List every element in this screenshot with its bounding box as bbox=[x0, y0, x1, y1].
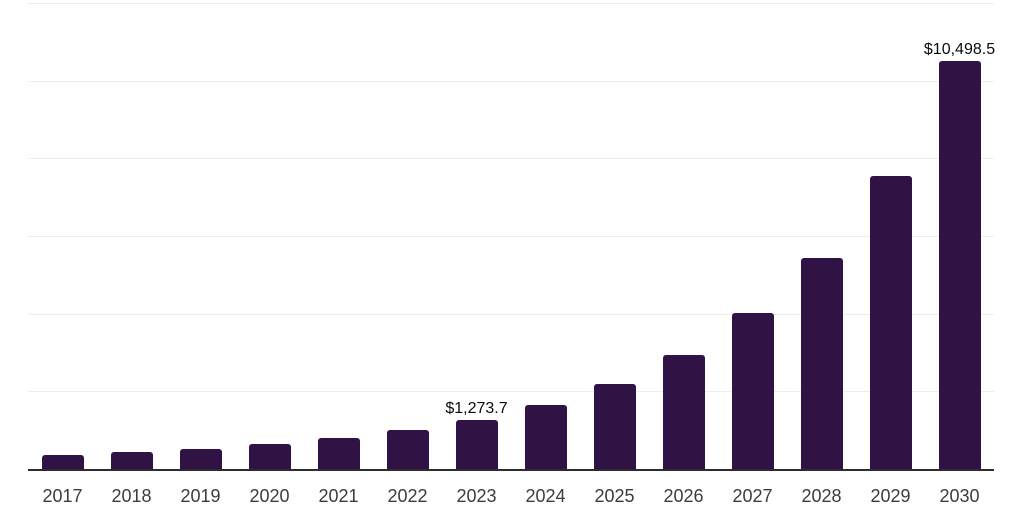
x-tick-2030: 2030 bbox=[939, 486, 980, 506]
bar-2023 bbox=[455, 419, 498, 469]
x-tick-2019: 2019 bbox=[180, 486, 221, 506]
x-tick-2025: 2025 bbox=[594, 486, 635, 506]
x-tick-2024: 2024 bbox=[525, 486, 566, 506]
bar-2021 bbox=[317, 437, 360, 469]
x-tick-2029: 2029 bbox=[870, 486, 911, 506]
bar-2024 bbox=[524, 404, 567, 469]
x-tick-2028: 2028 bbox=[801, 486, 842, 506]
bar-2020 bbox=[248, 444, 291, 469]
x-tick-2018: 2018 bbox=[111, 486, 152, 506]
gridline-12000 bbox=[28, 3, 994, 4]
bar-2019 bbox=[179, 448, 222, 469]
bar-2022 bbox=[386, 430, 429, 469]
x-tick-2023: 2023 bbox=[456, 486, 497, 506]
bar-2029 bbox=[869, 175, 912, 469]
x-tick-2026: 2026 bbox=[663, 486, 704, 506]
x-tick-2027: 2027 bbox=[732, 486, 773, 506]
gridline-6000 bbox=[28, 236, 994, 237]
value-label-2023: $1,273.7 bbox=[445, 399, 508, 417]
gridline-2000 bbox=[28, 391, 994, 393]
x-tick-2017: 2017 bbox=[42, 486, 83, 506]
bar-2018 bbox=[110, 452, 153, 469]
bar-2030 bbox=[938, 61, 981, 469]
x-tick-2021: 2021 bbox=[318, 486, 359, 506]
bar-2017 bbox=[41, 454, 84, 469]
x-tick-2020: 2020 bbox=[249, 486, 290, 506]
gridline-4000 bbox=[28, 313, 994, 315]
bar-2025 bbox=[593, 383, 636, 469]
gridline-8000 bbox=[28, 158, 994, 160]
gridline-10000 bbox=[28, 80, 994, 82]
value-label-2030: $10,498.5 bbox=[923, 41, 996, 59]
x-axis-line bbox=[28, 469, 994, 471]
bar-2028 bbox=[800, 257, 843, 469]
bar-2027 bbox=[731, 313, 774, 469]
bar-2026 bbox=[662, 355, 705, 469]
x-tick-2022: 2022 bbox=[387, 486, 428, 506]
